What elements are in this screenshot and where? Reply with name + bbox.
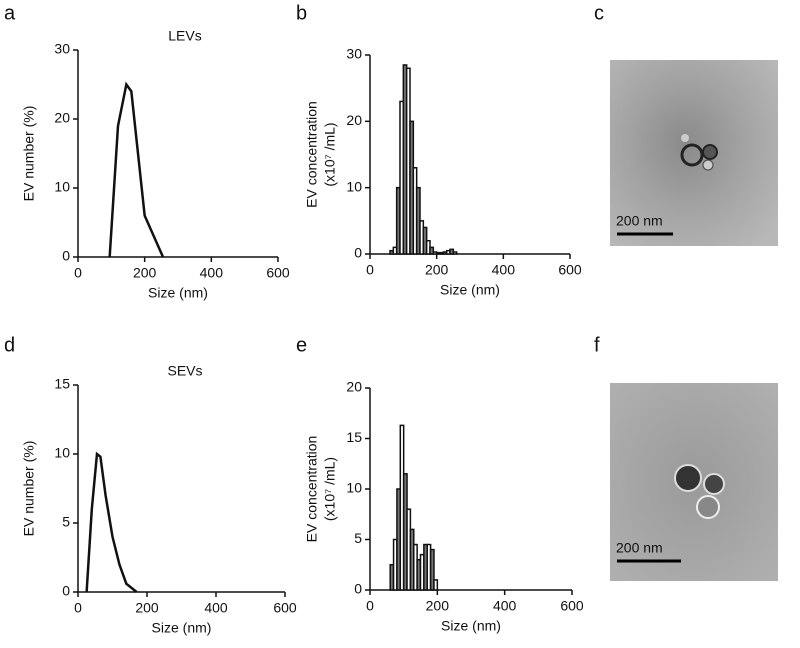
x-axis-label: Size (nm) [152,620,212,636]
data-line [85,451,138,593]
y-tick-label: 30 [54,41,70,57]
x-tick-label: 200 [425,262,449,278]
y-axis-label: EV number (%) [21,106,37,202]
y-tick-label: 0 [62,248,70,264]
panel-label: c [594,2,604,24]
x-tick-label: 600 [266,265,290,281]
bar [429,548,435,591]
x-tick-label: 200 [135,600,159,616]
y-tick-label: 30 [346,46,362,62]
x-axis-label: Size (nm) [440,282,500,298]
y-axis-label: EV concentration [304,436,320,543]
x-tick-label: 0 [74,265,82,281]
data-line [108,81,165,258]
panel-label: b [296,2,307,24]
x-tick-label: 0 [74,600,82,616]
y-tick-label: 10 [346,178,362,194]
panel-label: f [594,334,600,356]
y-tick-label: 0 [354,581,362,597]
x-tick-label: 400 [204,600,228,616]
panel-label: e [296,334,307,356]
x-tick-label: 400 [492,262,516,278]
x-tick-label: 600 [560,598,584,614]
y-tick-label: 15 [346,429,362,445]
x-tick-label: 600 [558,262,582,278]
y-tick-label: 10 [346,480,362,496]
y-tick-label: 15 [54,376,70,392]
scale-label: 200 nm [616,540,663,556]
y-tick-label: 10 [54,179,70,195]
x-tick-label: 400 [200,265,224,281]
y-axis-label: EV concentration [304,101,320,208]
y-tick-label: 0 [354,245,362,261]
bar [433,579,439,591]
y-tick-label: 20 [346,112,362,128]
scale-label: 200 nm [616,213,663,229]
panel-label: d [4,334,15,356]
bar [429,246,435,255]
x-tick-label: 200 [426,598,450,614]
x-tick-label: 0 [366,262,374,278]
chart-title: SEVs [167,363,202,379]
tem-image: 200 nm [610,383,778,581]
x-axis-label: Size (nm) [441,618,501,634]
x-tick-label: 200 [133,265,157,281]
y-tick-label: 20 [54,110,70,126]
y-tick-label: 10 [54,445,70,461]
x-tick-label: 0 [366,598,374,614]
x-tick-label: 600 [273,600,297,616]
y-axis-label: (x10⁷ /mL) [322,457,338,521]
bar [452,251,458,255]
y-tick-label: 0 [62,583,70,599]
chart-title: LEVs [168,28,201,44]
panel-label: a [4,2,16,24]
y-tick-label: 5 [62,514,70,530]
x-axis-label: Size (nm) [148,285,208,301]
y-tick-label: 20 [346,379,362,395]
y-tick-label: 5 [354,530,362,546]
y-axis-label: EV number (%) [21,441,37,537]
y-axis-label: (x10⁷ /mL) [322,122,338,186]
x-tick-label: 400 [493,598,517,614]
tem-image: 200 nm [610,60,778,246]
